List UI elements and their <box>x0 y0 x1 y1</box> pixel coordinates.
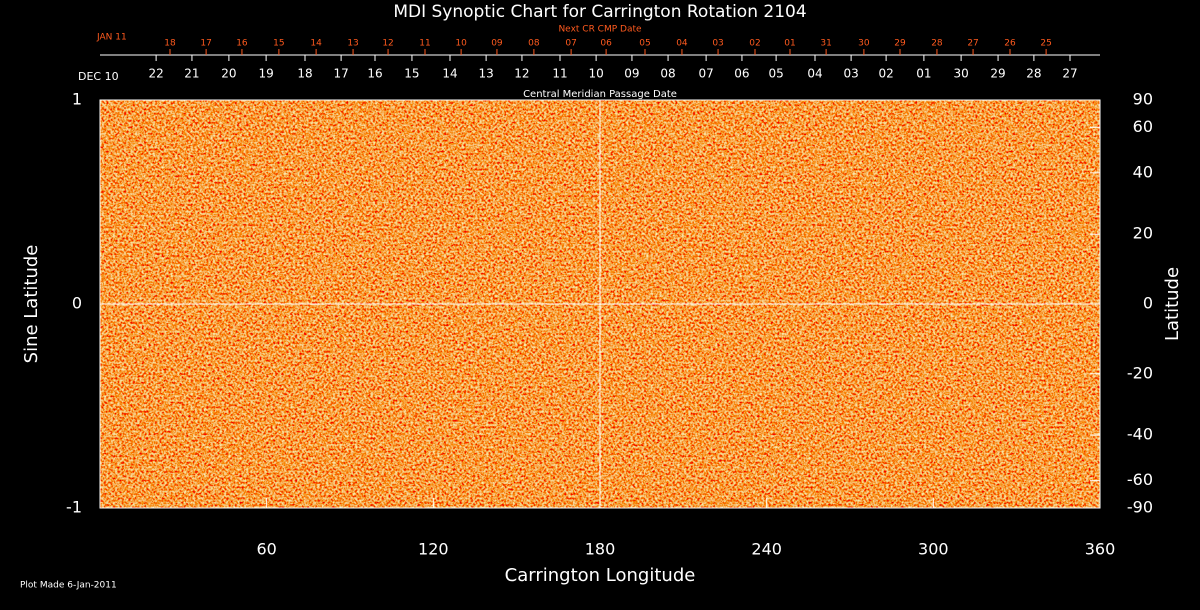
next-cmp-tick-label: 27 <box>967 39 978 49</box>
cmp-tick-label: 21 <box>184 67 199 81</box>
y2-tick-label: -40 <box>1127 425 1153 444</box>
y2-tick-label: 0 <box>1143 294 1153 313</box>
x-tick-label: 60 <box>256 540 276 559</box>
cmp-tick-label: 09 <box>624 67 639 81</box>
cmp-tick-label: 12 <box>514 67 529 81</box>
next-cmp-tick-label: 09 <box>491 39 503 49</box>
footer: Plot Made 6-Jan-2011 <box>20 581 117 591</box>
cmp-tick-label: 10 <box>588 67 603 81</box>
cmp-tick-label: 29 <box>990 67 1005 81</box>
next-cmp-tick-label: 08 <box>528 39 540 49</box>
x-tick-label: 300 <box>918 540 949 559</box>
cmp-tick-label: 30 <box>953 67 968 81</box>
next-cmp-tick-label: 01 <box>784 39 795 49</box>
next-cmp-tick-label: 28 <box>931 39 943 49</box>
y2-tick-label: -60 <box>1127 470 1153 489</box>
cmp-tick-label: 16 <box>367 67 382 81</box>
next-cmp-tick-label: 07 <box>565 39 576 49</box>
x-tick-label: 360 <box>1085 540 1116 559</box>
cmp-tick-label: 01 <box>916 67 931 81</box>
next-cmp-tick-label: 31 <box>820 39 831 49</box>
next-cmp-tick-label: 02 <box>749 39 760 49</box>
cmp-tick-label: 18 <box>297 67 312 81</box>
cmp-tick-label: 28 <box>1026 67 1041 81</box>
cmp-tick-label: 27 <box>1062 67 1077 81</box>
cmp-start: DEC 10 <box>78 70 119 83</box>
cmp-tick-label: 04 <box>807 67 822 81</box>
y-axis-label: Sine Latitude <box>21 245 42 364</box>
next-cmp-tick-label: 04 <box>676 39 688 49</box>
y2-tick-label: 60 <box>1133 117 1153 136</box>
y2-tick-label: -20 <box>1127 363 1153 382</box>
cmp-tick-label: 14 <box>442 67 457 81</box>
next-cmp-tick-label: 03 <box>712 39 723 49</box>
chart-title: MDI Synoptic Chart for Carrington Rotati… <box>393 2 806 22</box>
cmp-tick-label: 11 <box>552 67 567 81</box>
y2-tick-label: 20 <box>1133 224 1153 243</box>
next-cmp-tick-label: 29 <box>894 39 906 49</box>
y2-axis-label: Latitude <box>1162 267 1183 341</box>
cmp-tick-label: 19 <box>258 67 273 81</box>
cmp-tick-label: 17 <box>333 67 348 81</box>
cmp-tick-label: 13 <box>478 67 493 81</box>
next-cmp-tick-label: 15 <box>273 39 284 49</box>
x-axis-label: Carrington Longitude <box>505 565 696 586</box>
cmp-tick-label: 08 <box>660 67 675 81</box>
y2-tick-label: 40 <box>1133 162 1153 181</box>
cmp-tick-label: 20 <box>221 67 236 81</box>
cmp-tick-label: 03 <box>843 67 858 81</box>
next-cmp-tick-label: 13 <box>347 39 358 49</box>
next-cmp-tick-label: 25 <box>1040 39 1051 49</box>
y-tick-label: -1 <box>66 498 82 517</box>
next-cmp-tick-label: 12 <box>382 39 393 49</box>
y-tick-label: 0 <box>72 294 82 313</box>
x-tick-label: 240 <box>751 540 782 559</box>
next-cmp-tick-label: 11 <box>419 39 430 49</box>
cmp-title: Central Meridian Passage Date <box>523 89 677 100</box>
cmp-tick-label: 15 <box>404 67 419 81</box>
next-cmp-title: Next CR CMP Date <box>558 25 642 35</box>
y2-tick-label: 90 <box>1133 90 1153 109</box>
y2-tick-label: -90 <box>1127 498 1153 517</box>
cmp-tick-label: 22 <box>148 67 163 81</box>
next-cmp-tick-label: 30 <box>858 39 870 49</box>
x-tick-label: 180 <box>585 540 616 559</box>
next-cmp-tick-label: 06 <box>600 39 612 49</box>
next-cmp-start: JAN 11 <box>96 33 127 43</box>
cmp-tick-label: 06 <box>734 67 749 81</box>
x-tick-label: 120 <box>418 540 449 559</box>
next-cmp-tick-label: 17 <box>200 39 211 49</box>
y-tick-label: 1 <box>72 90 82 109</box>
next-cmp-tick-label: 10 <box>455 39 467 49</box>
cmp-tick-label: 07 <box>698 67 713 81</box>
next-cmp-tick-label: 18 <box>164 39 176 49</box>
next-cmp-tick-label: 16 <box>236 39 248 49</box>
cmp-tick-label: 05 <box>768 67 783 81</box>
next-cmp-tick-label: 14 <box>310 39 322 49</box>
next-cmp-tick-label: 05 <box>639 39 650 49</box>
cmp-tick-label: 02 <box>878 67 893 81</box>
next-cmp-tick-label: 26 <box>1004 39 1016 49</box>
